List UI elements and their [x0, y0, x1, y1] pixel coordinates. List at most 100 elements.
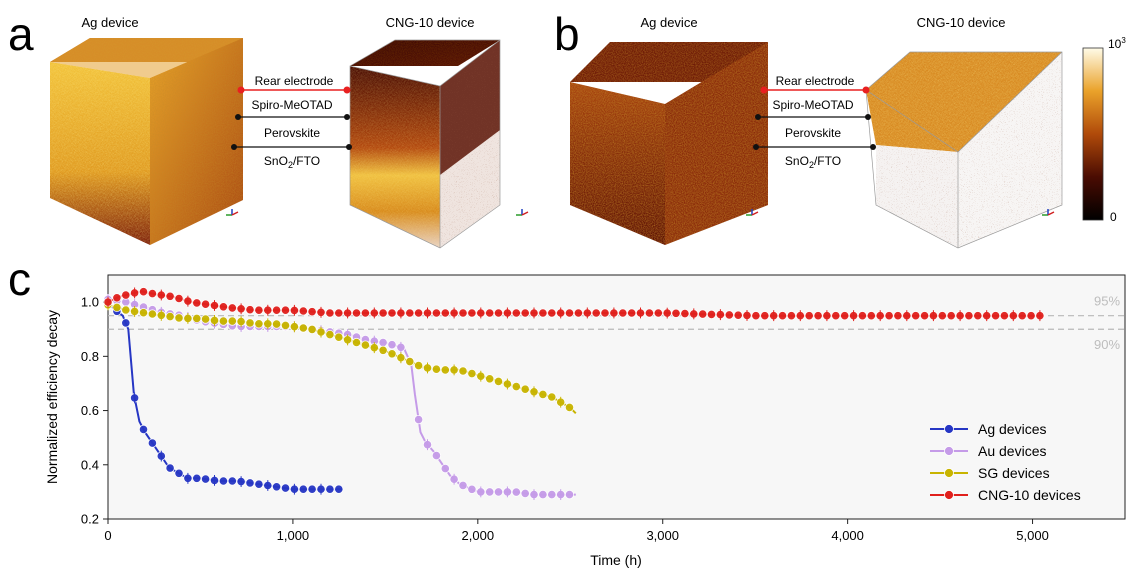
panel-a-right-title: CNG-10 device [386, 15, 475, 30]
data-point [706, 309, 717, 319]
panel-a-left-title: Ag device [81, 15, 138, 30]
data-point [413, 414, 424, 425]
data-point [165, 311, 175, 322]
data-point [485, 308, 495, 318]
y-tick-label: 1.0 [81, 295, 99, 310]
layer-dot [344, 114, 350, 120]
data-point [405, 308, 415, 318]
layer-label: Rear electrode [255, 74, 334, 88]
data-point [564, 308, 575, 318]
layer-labels-b: Rear electrode Spiro-MeOTAD Perovskite S… [753, 74, 876, 170]
data-point [990, 311, 1001, 321]
layer-label: Rear electrode [776, 74, 855, 88]
data-point [671, 308, 681, 318]
data-point [334, 308, 344, 318]
data-point [254, 479, 264, 489]
data-point [511, 487, 521, 497]
legend-swatch-marker [944, 424, 954, 434]
data-point [227, 476, 237, 486]
data-point [538, 489, 548, 500]
layer-dot [755, 114, 761, 120]
data-point [644, 308, 655, 318]
panel-c: c 0 1,000 2,000 3,000 4,000 5,000 0.2 0.4 0.6 0.8… [8, 253, 1126, 568]
data-point [627, 308, 637, 318]
panel-a: a Ag device CNG-10 device [8, 8, 529, 249]
data-point [192, 473, 202, 483]
data-point [218, 302, 228, 312]
layer-label: Perovskite [785, 126, 841, 140]
data-point [271, 305, 282, 315]
data-point [520, 308, 530, 318]
layer-label: SnO2/FTO [264, 154, 320, 170]
data-point [307, 324, 317, 334]
data-point [227, 303, 237, 313]
colorbar: 103 0 [1082, 36, 1126, 224]
x-tick-label: 1,000 [277, 528, 310, 543]
data-point [112, 302, 122, 312]
colorbar-max-label: 103 [1108, 36, 1126, 51]
data-point [458, 366, 468, 376]
data-point [591, 308, 601, 318]
layer-dot [235, 114, 241, 120]
data-point [573, 308, 584, 318]
data-point [751, 311, 761, 321]
data-point [227, 316, 237, 326]
legend-label: CNG-10 devices [978, 487, 1081, 503]
data-point [307, 307, 317, 317]
data-point [600, 308, 610, 318]
layer-labels-a: Rear electrode Spiro-MeOTAD Perovskite S… [231, 74, 352, 170]
data-point [121, 318, 131, 328]
data-point [467, 484, 477, 494]
data-point [493, 308, 504, 318]
x-tick-label: 5,000 [1016, 528, 1049, 543]
data-point [485, 374, 495, 384]
data-point [147, 288, 157, 299]
data-point [493, 376, 504, 386]
legend-label: SG devices [978, 465, 1050, 481]
data-point [360, 308, 370, 318]
data-point [1017, 311, 1027, 321]
data-point [147, 438, 157, 448]
data-point [413, 360, 424, 371]
data-point [440, 463, 450, 474]
data-point [387, 340, 397, 350]
data-point [280, 305, 291, 315]
data-point [698, 309, 708, 319]
x-tick-label: 4,000 [831, 528, 864, 543]
data-point [547, 489, 557, 500]
panel-a-letter: a [8, 8, 34, 60]
data-point [431, 364, 441, 374]
data-point [760, 311, 770, 321]
legend-swatch-marker [944, 490, 954, 500]
data-point [245, 478, 255, 488]
reference-label: 90% [1094, 337, 1120, 352]
panel-b-right-title: CNG-10 device [917, 15, 1006, 30]
data-point [121, 290, 131, 300]
data-point [440, 308, 450, 318]
layer-dot [870, 144, 876, 150]
data-point [919, 311, 930, 321]
data-point [724, 310, 734, 320]
data-point [307, 484, 317, 494]
data-point [325, 329, 335, 340]
data-point [298, 484, 308, 494]
data-point [201, 474, 211, 484]
data-point [946, 311, 956, 321]
data-point [804, 311, 814, 321]
data-point [201, 314, 211, 324]
data-point [733, 310, 743, 320]
x-tick-label: 3,000 [646, 528, 679, 543]
data-point [138, 287, 149, 297]
data-point [334, 484, 344, 494]
layer-label: SnO2/FTO [785, 154, 841, 170]
data-point [431, 308, 441, 318]
panel-c-letter: c [8, 253, 31, 305]
data-point [271, 319, 282, 329]
data-point [254, 319, 264, 329]
data-point [254, 305, 264, 315]
layer-label: Spiro-MeOTAD [772, 98, 853, 112]
data-point [121, 305, 131, 315]
data-point [387, 308, 397, 318]
colorbar-min-label: 0 [1110, 210, 1117, 224]
data-point [245, 318, 255, 328]
